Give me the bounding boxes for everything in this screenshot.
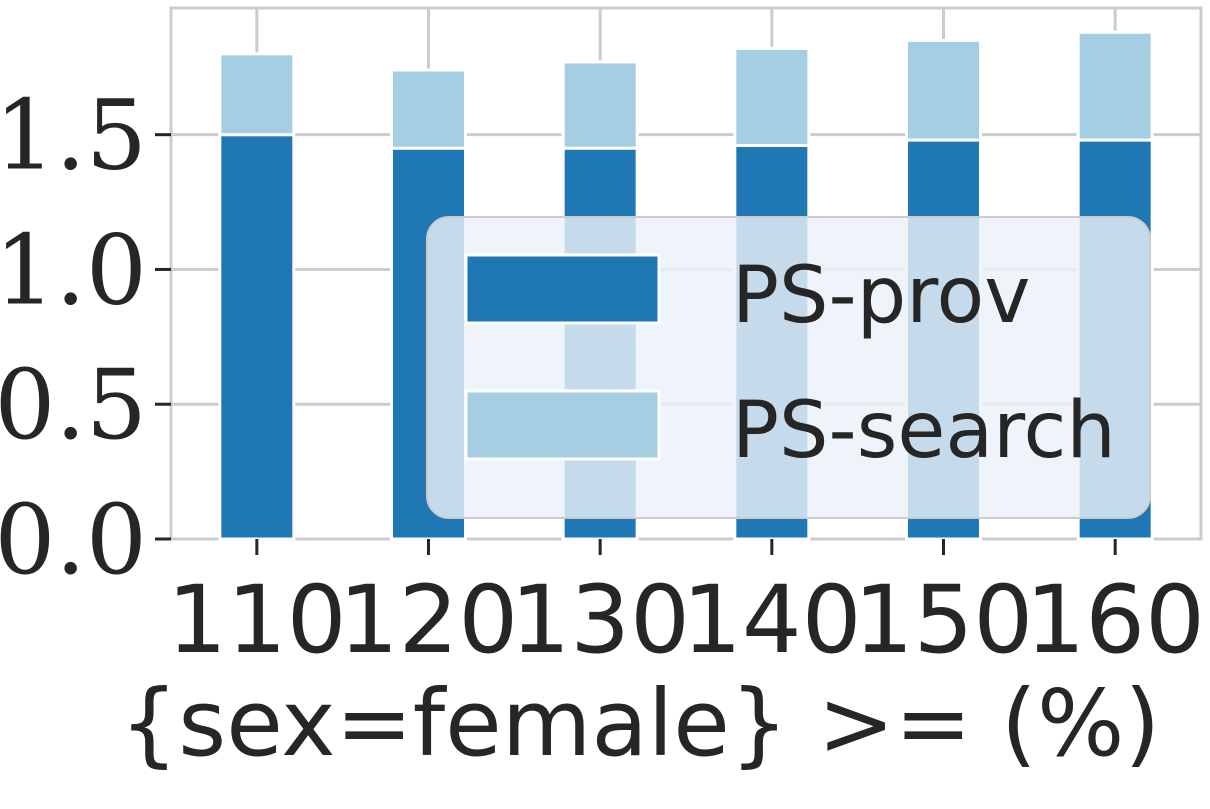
legend-label-ps-search: PS-search xyxy=(732,386,1116,476)
x-tick-label: 110 xyxy=(167,566,346,675)
y-axis: 0.0 0.5 1.0 1.5 xyxy=(0,80,171,596)
bar-ps-search-160 xyxy=(1076,30,1154,142)
bar-ps-search-110 xyxy=(218,52,296,137)
y-tick-label: 1.5 xyxy=(0,80,147,192)
bar-ps-search-140 xyxy=(733,46,811,147)
legend-swatch-ps-search xyxy=(464,389,661,461)
x-tick-label: 150 xyxy=(854,566,1033,675)
bar-ps-prov-110 xyxy=(218,133,296,541)
x-tick-label: 120 xyxy=(339,566,518,675)
y-tick-label: 0.0 xyxy=(0,484,147,596)
bar-ps-search-120 xyxy=(390,68,467,150)
bar-ps-search-150 xyxy=(905,38,982,142)
x-axis-label: {sex=female} >= (%) xyxy=(120,670,1161,777)
legend: PS-prov PS-search xyxy=(426,216,1151,519)
legend-swatch-ps-prov xyxy=(464,253,661,325)
x-tick-label: 160 xyxy=(1025,566,1204,675)
x-tick-label: 130 xyxy=(510,566,689,675)
y-tick-label: 0.5 xyxy=(0,349,147,461)
x-tick-label: 140 xyxy=(682,566,861,675)
y-tick-label: 1.0 xyxy=(0,214,147,326)
bar-ps-search-130 xyxy=(561,60,639,150)
legend-label-ps-prov: PS-prov xyxy=(732,251,1030,341)
